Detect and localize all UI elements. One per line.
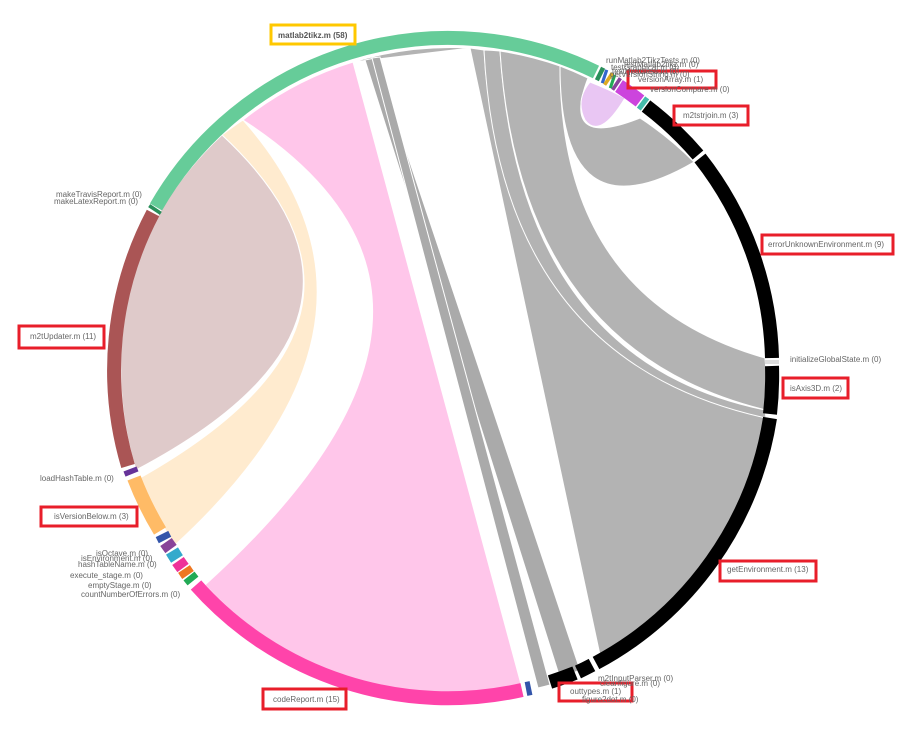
ribbon-matlab2tikz-m2tstrjoin[interactable] [559,65,695,187]
label-loadHashTable: loadHashTable.m (0) [40,474,114,483]
arc-isOctave[interactable] [155,530,172,544]
label-errorUnknownEnvironment: errorUnknownEnvironment.m (9) [768,240,884,249]
arc-getEnvironment[interactable] [592,416,777,670]
highlight-boxes [17,23,895,711]
arc-isAxis3D[interactable] [763,365,780,415]
highlight-isVersionBelow [39,505,139,528]
label-runMatlab2TikzTests: runMatlab2TikzTests.m (0) [606,56,700,65]
highlight-errorUnknownEnvironment [760,233,895,256]
arc-m2tUpdater[interactable] [107,209,160,468]
arc-versionCompare[interactable] [636,96,650,111]
ribbons [120,46,768,696]
ribbon-versionArray[interactable] [580,81,626,127]
arc-emptyStage[interactable] [178,565,194,579]
label-codeReport: codeReport.m (15) [273,695,340,704]
label-m2tstrjoin: m2tstrjoin.m (3) [683,111,739,120]
arc-loadHashTable[interactable] [123,466,139,477]
label-hashTableName: hashTableName.m (0) [78,560,157,569]
label-figure2dot: figure2dot.m (0) [582,695,639,704]
arc-executeStage[interactable] [172,556,189,573]
label-matlab2tikz: matlab2tikz.m (58) [278,31,348,40]
arc-matlab2tikz[interactable] [149,30,600,211]
label-isEnvironment: isEnvironment.m (0) [81,554,153,563]
label-testHeadless: testHeadless.m (0) [612,67,679,76]
label-m2tUpdater: m2tUpdater.m (11) [30,332,96,341]
label-isVersionBelow: isVersionBelow.m (3) [54,512,129,521]
arc-hashTableName[interactable] [166,547,183,563]
label-getEnvironment: getEnvironment.m (13) [727,565,809,574]
node-labels: matlab2tikz.m (58) runMatlab2TikzTests.m… [30,31,884,704]
ribbon-matlab2tikz-cleanfigure[interactable] [371,56,551,689]
node-arcs [107,30,780,706]
arc-outtypes[interactable] [547,666,578,689]
arc-getVersionString[interactable] [611,77,622,91]
label-getVersionString: getVersionString.m (0) [610,70,690,79]
label-versionArray: versionArray.m (1) [638,75,704,84]
label-m2tInputParser: m2tInputParser.m (0) [598,674,673,683]
arc-testMatlab2tikz[interactable] [600,69,609,84]
highlight-matlab2tikz [269,23,357,46]
label-countNumberOfErrors: countNumberOfErrors.m (0) [81,590,180,599]
arc-isVersionBelow[interactable] [127,475,167,535]
highlight-codeReport [261,687,348,711]
label-testMatlab2tikz: testMatlab2tikz.m (0) [624,60,699,69]
label-isOctave: isOctave.m (0) [96,549,148,558]
highlight-isAxis3D [781,376,850,400]
label-makeTravisReport: makeTravisReport.m (0) [56,190,142,199]
label-emptyStage: emptyStage.m (0) [88,581,152,590]
label-versionCompare: versionCompare.m (0) [650,85,730,94]
label-makeLatexReport: makeLatexReport.m (0) [54,197,138,206]
label-cleanfigure: cleanfigure.m (0) [600,679,660,688]
label-testGraphical: testGraphical.m (0) [611,63,679,72]
arc-countNumberOfErrors[interactable] [183,571,199,586]
highlight-getEnvironment [718,559,818,583]
arc-isEnvironment[interactable] [160,537,177,554]
highlight-m2tUpdater [17,324,106,350]
arc-figure2dot[interactable] [524,681,533,696]
arc-runMatlab2TikzTests[interactable] [594,66,606,82]
highlight-m2tstrjoin [672,104,750,127]
arc-testHeadless[interactable] [608,74,617,89]
label-initializeGlobalState: initializeGlobalState.m (0) [790,355,881,364]
arc-m2tstrjoin[interactable] [641,100,704,160]
arc-m2tInputParser[interactable] [574,658,596,679]
label-outtypes: outtypes.m (1) [570,687,621,696]
highlight-versionArray [626,69,718,90]
arc-makeLatexReport[interactable] [148,204,162,215]
arc-testGraphical[interactable] [603,72,614,86]
arc-errorUnknownEnvironment[interactable] [694,153,779,359]
highlight-outtypes [557,681,634,703]
arc-codeReport[interactable] [190,580,524,706]
label-executeStage: execute_stage.m (0) [70,571,143,580]
arc-versionArray[interactable] [615,80,645,107]
label-isAxis3D: isAxis3D.m (2) [790,384,842,393]
